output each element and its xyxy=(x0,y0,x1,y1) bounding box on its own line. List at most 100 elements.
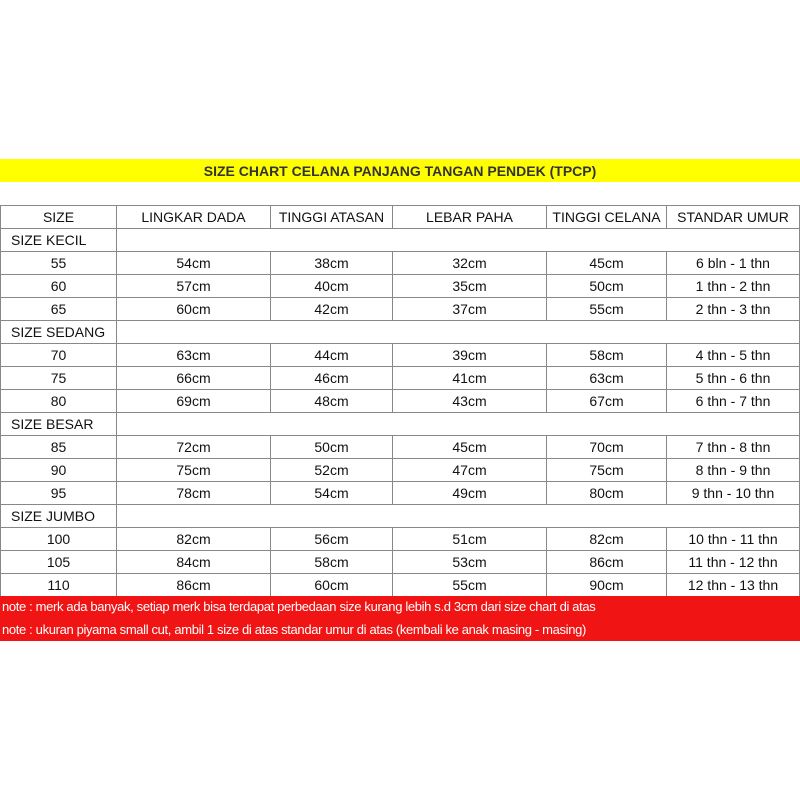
table-cell: 70 xyxy=(0,343,117,367)
note-line: note : merk ada banyak, setiap merk bisa… xyxy=(2,599,596,614)
table-cell: 51cm xyxy=(392,527,547,551)
table-cell: 56cm xyxy=(270,527,393,551)
table-cell: 11 thn - 12 thn xyxy=(666,550,800,574)
table-cell: 85 xyxy=(0,435,117,459)
table-row: 100 82cm 56cm 51cm 82cm 10 thn - 11 thn xyxy=(0,527,800,551)
table-cell: 47cm xyxy=(392,458,547,482)
table-cell: 57cm xyxy=(116,274,271,298)
table-cell: 86cm xyxy=(116,573,271,597)
header-cell: STANDAR UMUR xyxy=(666,205,800,229)
table-row: 60 57cm 40cm 35cm 50cm 1 thn - 2 thn xyxy=(0,274,800,298)
table-cell: 8 thn - 9 thn xyxy=(666,458,800,482)
table-cell: 39cm xyxy=(392,343,547,367)
section-filler xyxy=(116,412,800,436)
table-cell: 84cm xyxy=(116,550,271,574)
table-row: 105 84cm 58cm 53cm 86cm 11 thn - 12 thn xyxy=(0,550,800,574)
header-row: SIZE LINGKAR DADA TINGGI ATASAN LEBAR PA… xyxy=(0,205,800,229)
section-filler xyxy=(116,320,800,344)
table-cell: 10 thn - 11 thn xyxy=(666,527,800,551)
note-line: note : ukuran piyama small cut, ambil 1 … xyxy=(2,621,586,637)
table-cell: 50cm xyxy=(546,274,667,298)
table-cell: 95 xyxy=(0,481,117,505)
table-cell: 6 bln - 1 thn xyxy=(666,251,800,275)
table-row: 110 86cm 60cm 55cm 90cm 12 thn - 13 thn xyxy=(0,573,800,597)
table-cell: 66cm xyxy=(116,366,271,390)
section-row: SIZE JUMBO xyxy=(0,504,800,528)
table-cell: 75cm xyxy=(116,458,271,482)
header-cell: LEBAR PAHA xyxy=(392,205,547,229)
table-row: 65 60cm 42cm 37cm 55cm 2 thn - 3 thn xyxy=(0,297,800,321)
table-row: 70 63cm 44cm 39cm 58cm 4 thn - 5 thn xyxy=(0,343,800,367)
table-cell: 55 xyxy=(0,251,117,275)
table-cell: 69cm xyxy=(116,389,271,413)
table-cell: 82cm xyxy=(546,527,667,551)
table-cell: 63cm xyxy=(546,366,667,390)
table-cell: 65 xyxy=(0,297,117,321)
table-cell: 46cm xyxy=(270,366,393,390)
table-cell: 72cm xyxy=(116,435,271,459)
table-cell: 80cm xyxy=(546,481,667,505)
table-cell: 53cm xyxy=(392,550,547,574)
table-cell: 32cm xyxy=(392,251,547,275)
table-cell: 54cm xyxy=(116,251,271,275)
table-cell: 42cm xyxy=(270,297,393,321)
table-cell: 48cm xyxy=(270,389,393,413)
table-cell: 100 xyxy=(0,527,117,551)
table-cell: 45cm xyxy=(546,251,667,275)
section-label: SIZE SEDANG xyxy=(0,320,117,344)
table-cell: 60cm xyxy=(116,297,271,321)
table-cell: 54cm xyxy=(270,481,393,505)
table-cell: 75cm xyxy=(546,458,667,482)
table-cell: 50cm xyxy=(270,435,393,459)
table-cell: 63cm xyxy=(116,343,271,367)
table-cell: 55cm xyxy=(392,573,547,597)
table-cell: 9 thn - 10 thn xyxy=(666,481,800,505)
table-cell: 2 thn - 3 thn xyxy=(666,297,800,321)
table-cell: 86cm xyxy=(546,550,667,574)
header-cell: LINGKAR DADA xyxy=(116,205,271,229)
table-cell: 52cm xyxy=(270,458,393,482)
section-row: SIZE KECIL xyxy=(0,228,800,252)
table-cell: 5 thn - 6 thn xyxy=(666,366,800,390)
table-cell: 45cm xyxy=(392,435,547,459)
table-cell: 38cm xyxy=(270,251,393,275)
table-cell: 55cm xyxy=(546,297,667,321)
size-table: SIZE LINGKAR DADA TINGGI ATASAN LEBAR PA… xyxy=(0,205,800,597)
table-cell: 70cm xyxy=(546,435,667,459)
table-cell: 60 xyxy=(0,274,117,298)
table-cell: 1 thn - 2 thn xyxy=(666,274,800,298)
table-cell: 80 xyxy=(0,389,117,413)
header-cell: SIZE xyxy=(0,205,117,229)
table-cell: 4 thn - 5 thn xyxy=(666,343,800,367)
table-cell: 60cm xyxy=(270,573,393,597)
table-cell: 49cm xyxy=(392,481,547,505)
table-cell: 105 xyxy=(0,550,117,574)
section-filler xyxy=(116,228,800,252)
section-label: SIZE KECIL xyxy=(0,228,117,252)
section-row: SIZE BESAR xyxy=(0,412,800,436)
table-cell: 6 thn - 7 thn xyxy=(666,389,800,413)
table-cell: 41cm xyxy=(392,366,547,390)
table-cell: 43cm xyxy=(392,389,547,413)
notes-banner: note : merk ada banyak, setiap merk bisa… xyxy=(0,596,800,641)
table-row: 90 75cm 52cm 47cm 75cm 8 thn - 9 thn xyxy=(0,458,800,482)
chart-title: SIZE CHART CELANA PANJANG TANGAN PENDEK … xyxy=(0,159,800,182)
table-row: 75 66cm 46cm 41cm 63cm 5 thn - 6 thn xyxy=(0,366,800,390)
section-filler xyxy=(116,504,800,528)
table-cell: 40cm xyxy=(270,274,393,298)
section-label: SIZE JUMBO xyxy=(0,504,117,528)
table-cell: 58cm xyxy=(546,343,667,367)
table-cell: 110 xyxy=(0,573,117,597)
table-cell: 12 thn - 13 thn xyxy=(666,573,800,597)
table-cell: 37cm xyxy=(392,297,547,321)
table-row: 85 72cm 50cm 45cm 70cm 7 thn - 8 thn xyxy=(0,435,800,459)
header-cell: TINGGI ATASAN xyxy=(270,205,393,229)
table-cell: 78cm xyxy=(116,481,271,505)
table-cell: 44cm xyxy=(270,343,393,367)
table-row: 95 78cm 54cm 49cm 80cm 9 thn - 10 thn xyxy=(0,481,800,505)
table-cell: 67cm xyxy=(546,389,667,413)
table-cell: 90 xyxy=(0,458,117,482)
header-cell: TINGGI CELANA xyxy=(546,205,667,229)
table-cell: 82cm xyxy=(116,527,271,551)
section-row: SIZE SEDANG xyxy=(0,320,800,344)
